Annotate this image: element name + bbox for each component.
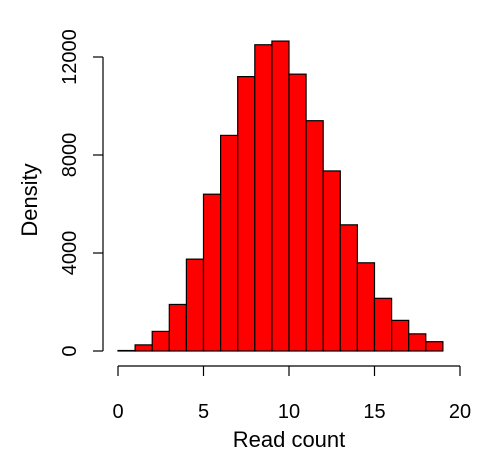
y-axis-title: Density [17, 163, 42, 236]
x-tick-label-5: 5 [198, 401, 209, 423]
histogram-bar-7 [237, 75, 256, 352]
histogram-bar-6 [220, 134, 239, 352]
y-axis: 0 4000 8000 12000 [59, 29, 104, 357]
x-tick-label-0: 0 [112, 401, 123, 423]
histogram-bars [117, 40, 444, 352]
x-axis-title: Read count [233, 427, 346, 452]
histogram-bar-8 [254, 44, 273, 352]
histogram-bar-11 [305, 120, 324, 352]
histogram-bar-9 [271, 40, 290, 352]
histogram-bar-14 [356, 262, 376, 352]
x-axis: 0 5 10 15 20 [112, 365, 471, 423]
histogram-bar-17 [408, 333, 427, 352]
x-tick-label-10: 10 [278, 401, 300, 423]
histogram-bar-15 [373, 297, 393, 352]
histogram-bar-13 [339, 224, 358, 352]
y-tick-label-8000: 8000 [59, 133, 81, 178]
y-tick-label-4000: 4000 [59, 231, 81, 276]
histogram-bar-18 [425, 341, 444, 352]
histogram-bar-12 [322, 170, 341, 352]
histogram-bar-4 [185, 258, 205, 352]
histogram-bar-10 [288, 73, 307, 352]
histogram-bar-2 [151, 330, 170, 352]
histogram-bar-3 [168, 303, 188, 352]
histogram-bar-5 [202, 193, 222, 352]
y-tick-label-0: 0 [59, 345, 81, 356]
histogram-bar-1 [134, 344, 153, 352]
y-tick-label-12000: 12000 [59, 29, 81, 85]
histogram-bar-16 [391, 319, 410, 352]
x-tick-label-15: 15 [363, 401, 385, 423]
x-tick-label-20: 20 [449, 401, 471, 423]
